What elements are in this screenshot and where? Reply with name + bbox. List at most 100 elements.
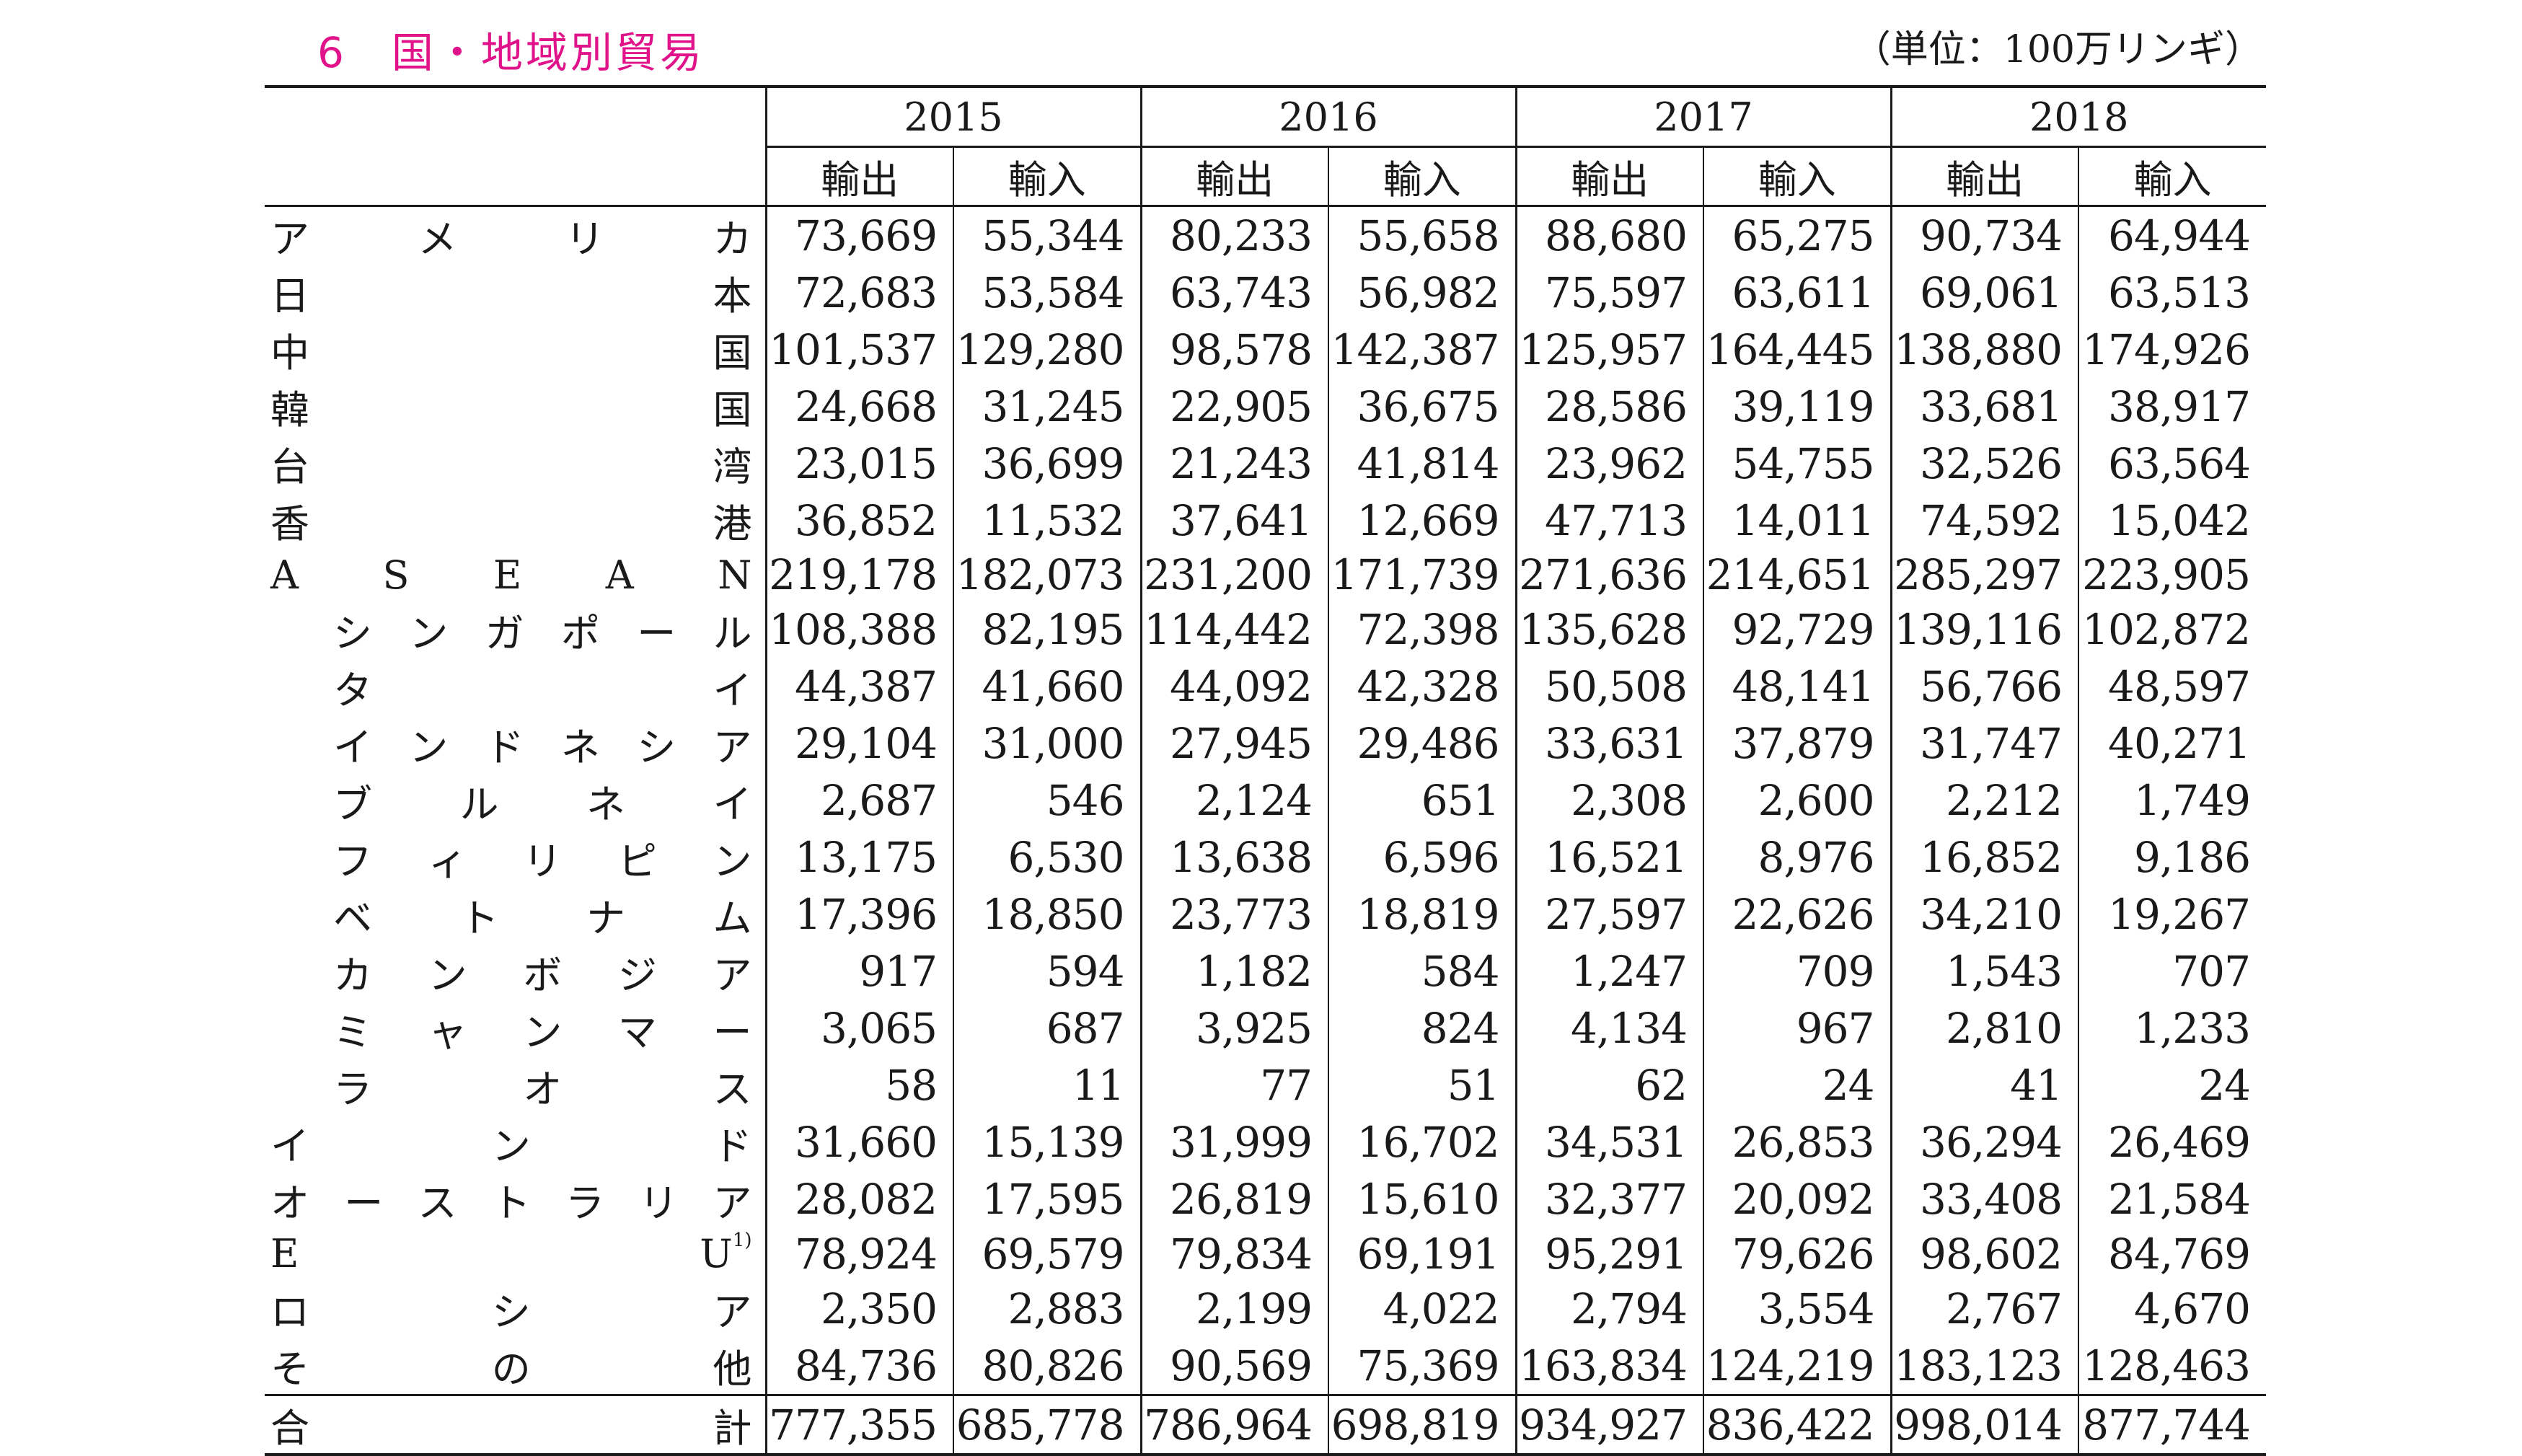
table-row: 韓国 24,668 31,245 22,905 36,675 28,586 39,119 33…: [265, 378, 2266, 435]
export-value: 98,602: [1890, 1227, 2078, 1280]
export-value: 32,377: [1514, 1170, 1703, 1228]
year-header: 2016: [1139, 87, 1516, 148]
region-name: ラオス: [265, 1057, 765, 1114]
import-value: 687: [953, 1000, 1141, 1057]
export-value: 29,104: [764, 715, 953, 772]
table-row: ブ ル ネ イ 2,687 546 2,124 651 2,308 2,600 2,212 1,749: [265, 772, 2266, 829]
import-value: 20,092: [1703, 1170, 1891, 1228]
region-name-cell: 日本: [265, 264, 766, 321]
import-value: 1,749: [2078, 772, 2266, 829]
import-value: 102,872: [2078, 601, 2266, 658]
region-name-char: 台: [270, 444, 309, 490]
export-value: 90,569: [1139, 1337, 1328, 1395]
import-value: 967: [1703, 1000, 1891, 1057]
export-value: 28,586: [1514, 378, 1703, 435]
region-name-cell: フィリピン: [265, 829, 766, 886]
import-value: 48,597: [2078, 658, 2266, 715]
export-value: 2,810: [1890, 1000, 2078, 1057]
import-value: 3,554: [1703, 1280, 1891, 1337]
import-value: 6,530: [953, 829, 1141, 886]
region-name-char: ー: [637, 610, 676, 656]
export-value: 777,355: [764, 1395, 953, 1455]
export-value: 77: [1139, 1056, 1328, 1114]
export-value: 56,766: [1890, 658, 2078, 715]
region-name-char: ー: [344, 1180, 384, 1226]
import-header: 輸入: [1703, 146, 1891, 206]
export-value: 139,116: [1890, 601, 2078, 658]
export-value: 13,175: [764, 829, 953, 886]
region-name-cell: インドネシア: [265, 715, 766, 772]
region-name-char: ン: [409, 724, 449, 770]
trade-table: 2015 2016 2017 2018 輸出 輸入 輸出 輸入 輸出 輸入 輸出…: [265, 85, 2266, 1456]
export-value: 23,773: [1139, 886, 1328, 943]
region-name-char: ナ: [586, 895, 625, 941]
import-value: 31,245: [953, 378, 1141, 435]
region-name-cell: E U1): [265, 1228, 766, 1281]
table-row: ラオス 58 11 77 51 62 24 41 24: [265, 1056, 2266, 1114]
export-value: 1,543: [1890, 943, 2078, 1000]
export-value: 114,442: [1139, 601, 1328, 658]
import-value: 41,660: [953, 658, 1141, 715]
export-value: 125,957: [1514, 321, 1703, 378]
region-name-char: U1): [700, 1230, 752, 1277]
table-row: ミ ャ ン マ ー 3,065 687 3,925 824 4,134 967 2,810 1,233: [265, 1000, 2266, 1057]
import-value: 877,744: [2078, 1395, 2266, 1455]
export-value: 34,210: [1890, 886, 2078, 943]
import-value: 4,022: [1328, 1280, 1516, 1337]
region-name-cell: ラオス: [265, 1057, 766, 1114]
region-name-char: 湾: [713, 444, 752, 490]
import-value: 124,219: [1703, 1337, 1891, 1395]
export-value: 27,597: [1514, 886, 1703, 943]
region-name-char: 国: [713, 330, 752, 376]
export-value: 72,683: [764, 264, 953, 321]
region-name-char: ス: [418, 1180, 457, 1226]
export-value: 36,294: [1890, 1113, 2078, 1171]
region-name-cell: 台湾: [265, 435, 766, 492]
region-name-cell: 中国: [265, 321, 766, 378]
table-row: シンガポール 108,388 82,195 114,442 72,398 135,628 9…: [265, 601, 2266, 658]
import-header: 輸入: [2078, 146, 2266, 206]
region-name-char: ン: [409, 610, 449, 656]
import-value: 18,819: [1328, 886, 1516, 943]
import-value: 17,595: [953, 1170, 1141, 1228]
region-name-cell: オーストラリア: [265, 1171, 766, 1228]
import-value: 836,422: [1703, 1395, 1891, 1455]
region-name-char: イ: [713, 781, 752, 827]
region-name-char: 国: [713, 387, 752, 433]
export-value: 23,015: [764, 435, 953, 492]
import-value: 685,778: [953, 1395, 1141, 1455]
region-name-char: オ: [270, 1180, 309, 1226]
import-value: 75,369: [1328, 1337, 1516, 1395]
region-name-char: シ: [491, 1289, 531, 1335]
region-name-char: 韓: [270, 387, 309, 433]
region-name: 韓国: [265, 378, 765, 435]
import-value: 651: [1328, 772, 1516, 829]
export-header: 輸出: [1139, 146, 1328, 206]
export-value: 917: [764, 943, 953, 1000]
import-value: 182,073: [953, 549, 1141, 601]
table-row: 香港 36,852 11,532 37,641 12,669 47,713 14,011 74…: [265, 492, 2266, 549]
region-name-char: E: [270, 1231, 299, 1277]
export-value: 50,508: [1514, 658, 1703, 715]
import-value: 8,976: [1703, 829, 1891, 886]
import-header: 輸入: [1328, 146, 1516, 206]
import-value: 11: [953, 1056, 1141, 1114]
region-name: カンボジア: [265, 943, 765, 1000]
table-row: インドネシア 29,104 31,000 27,945 29,486 33,631 37,8…: [265, 715, 2266, 772]
year-header-row: 2015 2016 2017 2018: [265, 87, 2266, 148]
region-name-char: リ: [639, 1180, 679, 1226]
import-value: 42,328: [1328, 658, 1516, 715]
table-row: カ ン ボ ジ ア 917 594 1,182 584 1,247 709 1,543 707: [265, 943, 2266, 1000]
import-value: 698,819: [1328, 1395, 1516, 1455]
import-value: 69,191: [1328, 1227, 1516, 1280]
region-name-char: ネ: [586, 781, 625, 827]
region-name: 台湾: [265, 435, 765, 492]
import-value: 9,186: [2078, 829, 2266, 886]
export-value: 135,628: [1514, 601, 1703, 658]
region-name-char: リ: [565, 216, 604, 262]
export-value: 44,092: [1139, 658, 1328, 715]
import-value: 6,596: [1328, 829, 1516, 886]
region-name-char: ア: [713, 724, 752, 770]
region-name: その他: [265, 1337, 765, 1394]
region-name: E U1): [265, 1231, 765, 1276]
